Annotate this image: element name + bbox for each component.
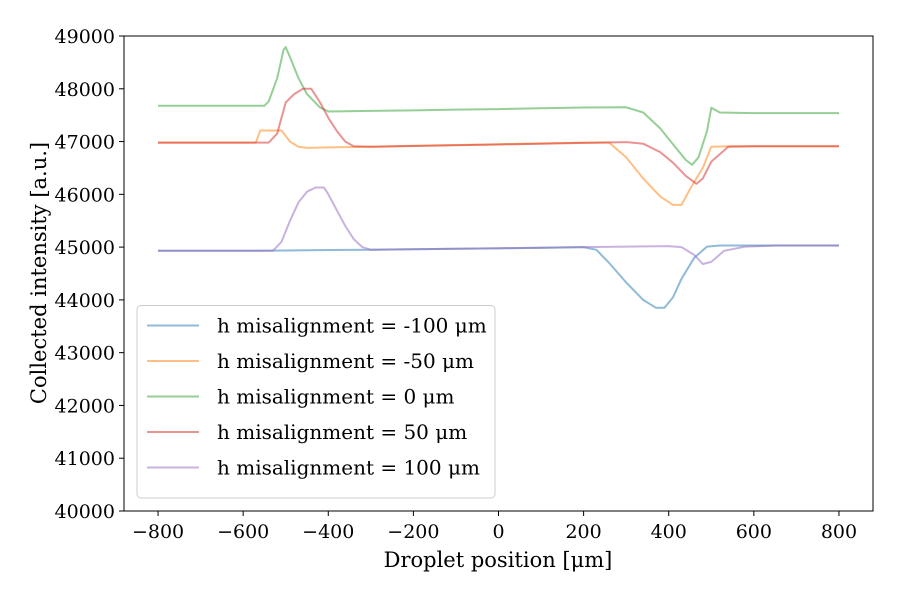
y-tick-label: 44000 [55, 290, 115, 312]
x-tick-label: −400 [302, 521, 354, 543]
legend: h misalignment = -100 μm h misalignment =… [136, 305, 496, 499]
x-tick-label: −800 [132, 521, 184, 543]
x-axis: −800 −600 −400 −200 0 200 400 600 800 [132, 511, 857, 543]
y-tick-label: 41000 [55, 448, 115, 470]
legend-label-1: h misalignment = -50 μm [217, 349, 474, 373]
series-line-3 [158, 87, 839, 185]
x-tick-label: 600 [736, 521, 772, 543]
y-tick-label: 47000 [55, 132, 115, 154]
y-tick-label: 43000 [55, 343, 115, 365]
x-axis-label: Droplet position [μm] [384, 548, 613, 572]
legend-label-4: h misalignment = 100 μm [217, 456, 480, 480]
y-tick-label: 46000 [55, 184, 115, 206]
y-axis: 40000 41000 42000 43000 44000 45000 46000 47000… [55, 26, 124, 523]
y-tick-label: 45000 [55, 237, 115, 259]
x-tick-label: 200 [565, 521, 601, 543]
y-tick-label: 49000 [55, 26, 115, 48]
y-tick-label: 40000 [55, 501, 115, 523]
series-line-4 [158, 186, 839, 265]
x-tick-label: −200 [387, 521, 439, 543]
legend-label-3: h misalignment = 50 μm [217, 420, 467, 444]
y-tick-label: 42000 [55, 395, 115, 417]
x-tick-label: −600 [217, 521, 269, 543]
legend-box [136, 305, 496, 499]
series-line-0 [158, 244, 839, 309]
x-tick-label: 800 [821, 521, 857, 543]
x-tick-label: 0 [492, 521, 504, 543]
legend-label-2: h misalignment = 0 μm [217, 385, 455, 409]
series-layer [158, 46, 839, 309]
y-axis-label: Collected intensity [a.u.] [27, 142, 51, 404]
y-tick-label: 48000 [55, 79, 115, 101]
legend-label-0: h misalignment = -100 μm [217, 314, 487, 338]
series-line-2 [158, 46, 839, 166]
x-tick-label: 400 [651, 521, 687, 543]
